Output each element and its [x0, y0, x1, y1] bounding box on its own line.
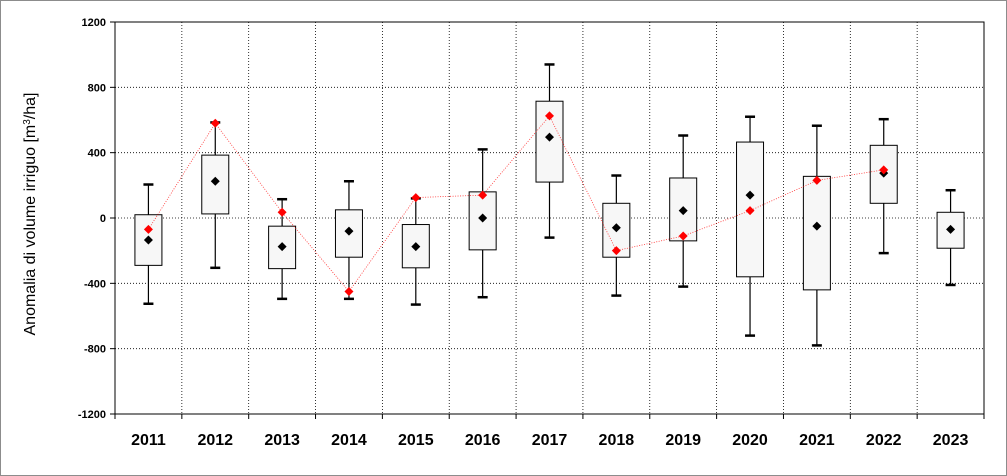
black-diamond-point	[545, 132, 554, 142]
marker-series	[143, 111, 956, 296]
red-diamond-point	[545, 111, 554, 121]
red-diamond-point	[879, 165, 889, 175]
y-tick-label: 400	[88, 148, 106, 160]
black-diamond-point	[411, 242, 421, 252]
x-tick-label: 2012	[197, 432, 233, 449]
x-tick-label: 2014	[331, 432, 367, 449]
y-tick-label: 0	[100, 213, 106, 225]
x-tick-label: 2015	[398, 432, 434, 449]
red-diamond-point	[611, 246, 621, 256]
y-axis-label: Anomalia di volume irriguo [m3/ha]	[22, 93, 40, 336]
red-diamond-point	[344, 287, 354, 296]
y-axis-ticks: -1200 -800 -400 0 400 800 1200	[78, 17, 115, 421]
x-tick-label: 2018	[599, 432, 635, 449]
x-tick-label: 2016	[465, 432, 501, 449]
gridlines	[115, 22, 984, 414]
red-diamond-point	[678, 231, 688, 241]
black-diamond-point	[946, 224, 956, 234]
x-tick-label: 2013	[264, 432, 300, 449]
y-axis-label-sup: 3	[22, 119, 33, 125]
red-diamond-point	[478, 190, 488, 200]
black-diamond-point	[143, 235, 153, 245]
red-diamond-point	[143, 224, 153, 234]
series-line	[148, 115, 884, 293]
red-diamond-point	[812, 175, 822, 185]
black-diamond-point	[344, 226, 354, 236]
x-tick-label: 2019	[665, 432, 701, 449]
x-axis-ticks: 2011 2012 2013 2014 2015 2016 2017 2018 2019 2020…	[114, 414, 985, 449]
y-axis-label-main: Anomalia di volume irriguo [m	[22, 125, 39, 336]
black-diamond-point	[210, 176, 220, 186]
box	[802, 175, 831, 291]
x-tick-label: 2017	[532, 432, 568, 449]
y-tick-label: 800	[88, 82, 106, 94]
black-diamond-point	[745, 190, 755, 200]
red-diamond-point	[411, 193, 421, 203]
x-tick-label: 2020	[732, 432, 768, 449]
black-diamond-point	[277, 242, 287, 252]
x-tick-label: 2011	[131, 432, 166, 449]
y-tick-label: -1200	[78, 409, 106, 421]
y-tick-label: 1200	[82, 17, 106, 29]
red-diamond-point	[210, 118, 220, 128]
black-diamond-point	[678, 206, 688, 216]
y-axis-label-unit: /ha]	[22, 93, 39, 120]
black-diamond-point	[611, 223, 621, 233]
black-diamond-point	[478, 213, 488, 223]
x-tick-label: 2023	[933, 432, 969, 449]
red-diamond-point	[745, 206, 755, 216]
y-tick-label: -400	[84, 278, 106, 290]
y-tick-label: -800	[84, 344, 106, 356]
black-diamond-point	[812, 221, 822, 231]
x-tick-label: 2022	[866, 432, 902, 449]
x-tick-label: 2021	[799, 432, 835, 449]
red-diamond-point	[277, 207, 287, 217]
